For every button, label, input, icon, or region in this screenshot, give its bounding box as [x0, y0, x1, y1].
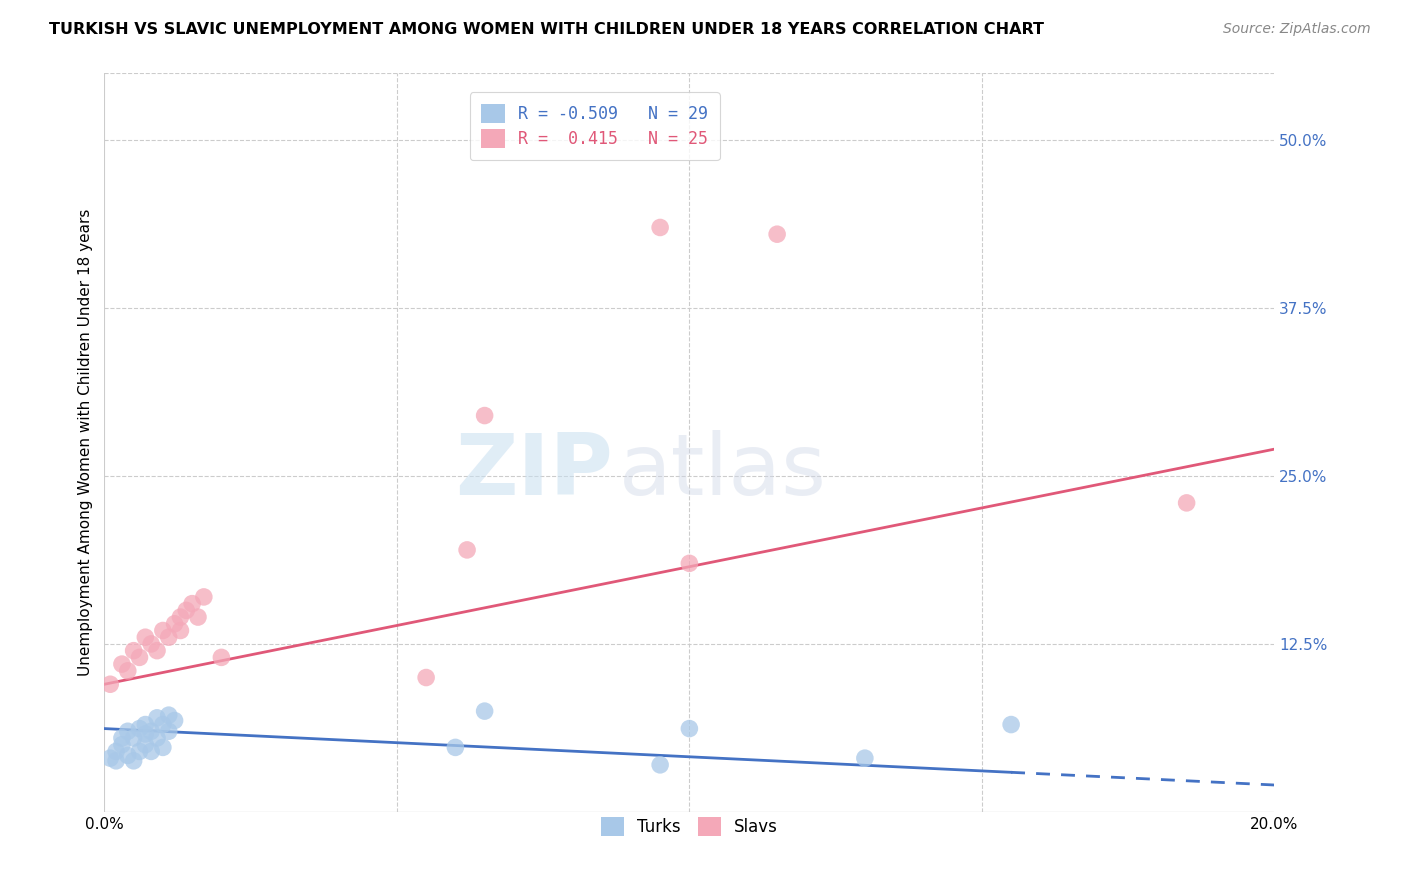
Point: [650, 757, 672, 772]
Point: [122, 754, 145, 768]
Point: [146, 711, 169, 725]
Point: [134, 630, 156, 644]
Point: [1000, 717, 1022, 731]
Point: [152, 740, 174, 755]
Point: [1175, 496, 1198, 510]
Point: [122, 643, 145, 657]
Point: [152, 717, 174, 731]
Point: [193, 590, 215, 604]
Point: [146, 643, 169, 657]
Point: [181, 597, 204, 611]
Point: [105, 754, 128, 768]
Text: atlas: atlas: [619, 431, 827, 514]
Point: [117, 748, 139, 763]
Text: TURKISH VS SLAVIC UNEMPLOYMENT AMONG WOMEN WITH CHILDREN UNDER 18 YEARS CORRELAT: TURKISH VS SLAVIC UNEMPLOYMENT AMONG WOM…: [49, 22, 1045, 37]
Point: [141, 724, 163, 739]
Y-axis label: Unemployment Among Women with Children Under 18 years: Unemployment Among Women with Children U…: [79, 209, 93, 676]
Point: [141, 744, 163, 758]
Point: [111, 731, 134, 745]
Point: [128, 650, 150, 665]
Point: [157, 724, 180, 739]
Point: [163, 714, 186, 728]
Text: Source: ZipAtlas.com: Source: ZipAtlas.com: [1223, 22, 1371, 37]
Point: [152, 624, 174, 638]
Point: [474, 704, 496, 718]
Point: [117, 664, 139, 678]
Point: [98, 677, 121, 691]
Text: ZIP: ZIP: [456, 431, 613, 514]
Point: [141, 637, 163, 651]
Point: [146, 731, 169, 745]
Point: [766, 227, 789, 242]
Point: [134, 727, 156, 741]
Point: [122, 731, 145, 745]
Point: [117, 724, 139, 739]
Point: [456, 542, 478, 557]
Point: [169, 610, 191, 624]
Point: [174, 603, 197, 617]
Point: [444, 740, 467, 755]
Point: [157, 708, 180, 723]
Point: [134, 738, 156, 752]
Point: [415, 671, 437, 685]
Point: [474, 409, 496, 423]
Legend: Turks, Slavs: Turks, Slavs: [592, 808, 786, 844]
Point: [169, 624, 191, 638]
Point: [134, 717, 156, 731]
Point: [128, 744, 150, 758]
Point: [163, 616, 186, 631]
Point: [853, 751, 876, 765]
Point: [187, 610, 209, 624]
Point: [111, 738, 134, 752]
Point: [650, 220, 672, 235]
Point: [157, 630, 180, 644]
Point: [111, 657, 134, 672]
Point: [98, 751, 121, 765]
Point: [128, 722, 150, 736]
Point: [209, 650, 232, 665]
Point: [678, 722, 700, 736]
Point: [678, 557, 700, 571]
Point: [105, 744, 128, 758]
